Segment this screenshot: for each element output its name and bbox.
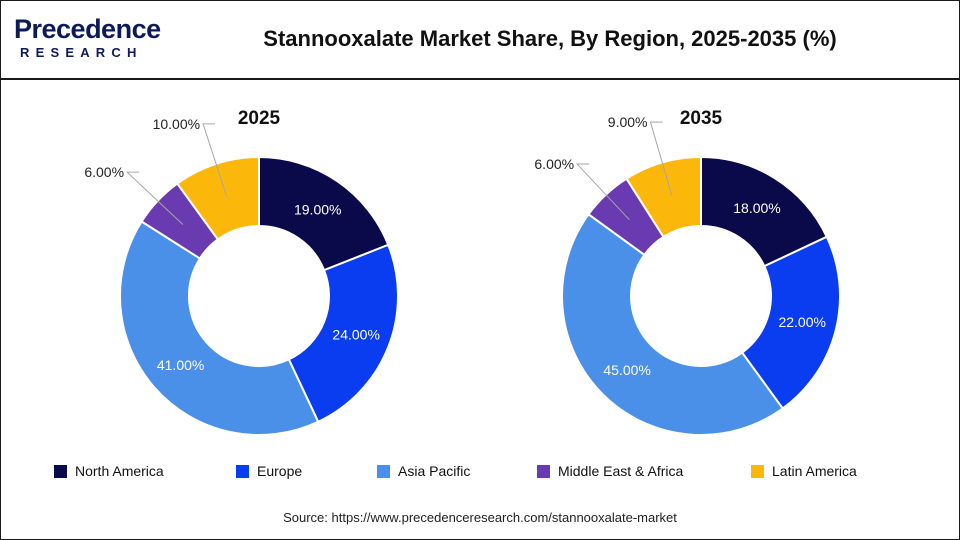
legend-swatch (751, 464, 764, 478)
legend-label: Asia Pacific (398, 463, 471, 479)
leader-line-middle-east-africa (575, 163, 630, 221)
leader-line-latin-america (202, 123, 228, 197)
data-label-europe: 24.00% (332, 326, 379, 342)
slice-latin-america (625, 155, 702, 239)
data-label-latin-america: 9.00% (608, 114, 648, 130)
legend-item-north-america: North America (54, 463, 164, 479)
brand-logo: Precedence RESEARCH (14, 14, 164, 66)
legend-label: North America (75, 463, 164, 479)
slice-north-america (700, 155, 829, 268)
legend-swatch (537, 464, 550, 478)
slice-europe (287, 243, 399, 424)
legend-item-asia-pacific: Asia Pacific (377, 463, 470, 479)
donut-chart-2025: 2025 19.00% 24.00% 41.00% 6.00% 10.00% (84, 108, 399, 436)
legend-swatch (236, 464, 249, 478)
data-label-latin-america: 10.00% (153, 116, 200, 132)
legend-swatch (377, 464, 390, 478)
slice-asia-pacific (561, 212, 785, 436)
slice-asia-pacific (119, 220, 320, 436)
header: Precedence RESEARCH Stannooxalate Market… (0, 0, 960, 80)
legend-label: Latin America (772, 463, 857, 479)
data-label-middle-east-africa: 6.00% (84, 164, 124, 180)
slice-north-america (258, 155, 390, 272)
donut-chart-2035: 2035 18.00% 22.00% 45.00% 6.00% 9.00% (534, 108, 841, 436)
data-label-europe: 22.00% (778, 314, 825, 330)
data-label-asia-pacific: 45.00% (603, 362, 650, 378)
brand-tagline: RESEARCH (20, 45, 143, 60)
legend-swatch (54, 464, 67, 478)
data-label-north-america: 19.00% (294, 202, 341, 218)
data-label-asia-pacific: 41.00% (157, 357, 204, 373)
donut-title: 2025 (238, 108, 281, 129)
legend-item-europe: Europe (236, 463, 302, 479)
slice-latin-america (175, 155, 260, 241)
legend: North America Europe Asia Pacific Middle… (0, 463, 960, 487)
donut-title: 2035 (680, 108, 723, 129)
leader-line-middle-east-africa (125, 171, 184, 225)
leader-line-latin-america (649, 121, 673, 196)
slice-europe (740, 235, 841, 410)
data-label-middle-east-africa: 6.00% (534, 156, 574, 172)
chart-title: Stannooxalate Market Share, By Region, 2… (263, 26, 837, 51)
brand-name: Precedence (14, 14, 161, 44)
source-note: Source: https://www.precedenceresearch.c… (283, 510, 677, 525)
legend-item-latin-america: Latin America (751, 463, 857, 479)
legend-label: Middle East & Africa (558, 463, 684, 479)
legend-item-middle-east-africa: Middle East & Africa (537, 463, 683, 479)
legend-label: Europe (257, 463, 303, 479)
donut-charts: 2025 19.00% 24.00% 41.00% 6.00% 10.00% 2035 18.… (84, 108, 841, 436)
data-label-north-america: 18.00% (733, 200, 780, 216)
